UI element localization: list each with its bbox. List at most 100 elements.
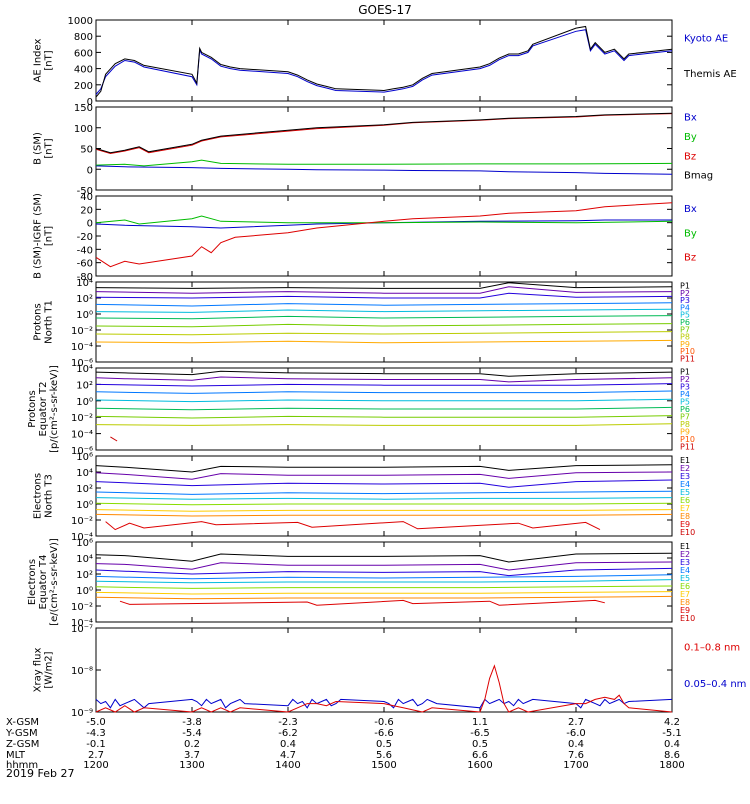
legend-entry: Bz: [684, 151, 696, 162]
series-p4: [95, 390, 673, 394]
x-axis-value: 0.2: [184, 739, 200, 750]
x-axis-value: 5.6: [376, 750, 392, 761]
y-axis-label: Equator T2: [38, 382, 49, 437]
x-axis-value: 8.6: [664, 750, 680, 761]
y-axis-label: [e/(cm²-s-sr-keV)]: [49, 538, 60, 626]
y-tick-label: 10⁻⁹: [71, 708, 93, 719]
legend-entry: E10: [680, 614, 695, 623]
series-p6: [95, 406, 673, 411]
y-tick-label: -80: [77, 272, 93, 283]
y-tick-label: 10²: [76, 484, 93, 495]
legend-entry: E5: [680, 574, 690, 583]
series-e2: [95, 561, 673, 571]
legend-entry: E7: [680, 590, 690, 599]
legend-entry: E4: [680, 480, 690, 489]
legend-entry: By: [684, 228, 697, 239]
x-axis-value: 1.1: [472, 717, 488, 728]
series-p6: [95, 315, 673, 320]
legend-entry: P5: [680, 398, 690, 407]
x-axis-value: 6.6: [472, 750, 488, 761]
x-axis-value: 0.4: [568, 739, 584, 750]
legend-entry: E9: [680, 520, 690, 529]
series-e4: [95, 490, 673, 495]
series-p8: [95, 331, 673, 336]
legend-entry: E2: [680, 550, 690, 559]
series-e6: [95, 585, 673, 589]
series-p8: [95, 423, 673, 426]
series-e5: [95, 579, 673, 584]
legend-entry: E9: [680, 606, 690, 615]
y-tick-label: 10²: [76, 570, 93, 581]
series-bmag: [95, 112, 673, 154]
x-axis-value: -6.5: [470, 728, 490, 739]
y-tick-label: 10⁶: [76, 452, 93, 463]
x-axis-value: -5.1: [662, 728, 682, 739]
y-axis-label: Equator T4: [38, 555, 49, 610]
panel-frame: [95, 281, 673, 363]
x-axis-value: 1800: [659, 760, 684, 771]
series-e3: [95, 567, 673, 577]
legend-entry: P1: [680, 282, 690, 291]
series-p7: [95, 415, 673, 419]
panel-e_t4: 10⁻⁴ 10⁻² 10⁰ 10² 10⁴ 10⁶ Electrons Equator T4[…: [27, 538, 695, 629]
series-by: [95, 215, 673, 225]
series-p4: [95, 302, 673, 307]
x-axis-value: -0.6: [374, 717, 394, 728]
x-axis-value: -5.0: [86, 717, 106, 728]
legend-entry: Themis AE: [683, 69, 737, 80]
x-axis-value: 0.5: [376, 739, 392, 750]
x-axis-value: -0.1: [86, 739, 106, 750]
x-axis-value: 1400: [275, 760, 300, 771]
y-axis-label: [nT]: [44, 226, 55, 246]
y-axis-label: Electrons: [33, 473, 44, 519]
panel-p_t2: 10⁻⁶ 10⁻⁴ 10⁻² 10⁰ 10² 10⁴ Protons Equator T2 [p…: [27, 364, 695, 457]
x-axis-value: 4.7: [280, 750, 296, 761]
x-axis-value: 3.7: [184, 750, 200, 761]
x-axis-value: -5.4: [182, 728, 202, 739]
y-tick-label: 10⁰: [76, 586, 93, 597]
y-tick-label: 800: [74, 32, 93, 43]
y-tick-label: 10⁻⁴: [71, 430, 93, 441]
legend-entry: E3: [680, 472, 690, 481]
series-p1: [95, 282, 673, 289]
y-tick-label: 10⁻²: [71, 516, 93, 527]
series-e7: [95, 591, 673, 595]
legend-entry: P5: [680, 311, 690, 320]
legend-entry: 0.05–0.4 nm: [684, 679, 746, 690]
series-kyoto-ae: [95, 29, 673, 95]
y-tick-label: 10⁻⁸: [71, 666, 93, 677]
series-p5: [95, 398, 673, 403]
legend-entry: E1: [680, 542, 690, 551]
legend-entry: P11: [680, 354, 695, 363]
x-axis-row-label: Y-GSM: [5, 728, 38, 739]
plot-title: GOES-17: [358, 3, 412, 17]
series-e2: [95, 471, 673, 480]
y-tick-label: 400: [74, 65, 93, 76]
legend-entry: P4: [680, 390, 690, 399]
x-axis-value: 0.5: [472, 739, 488, 750]
panel-p_t1: 10⁻⁶ 10⁻⁴ 10⁻² 10⁰ 10² 10⁴ Protons North T1 P1P2…: [33, 278, 696, 369]
legend-entry: P10: [680, 347, 695, 356]
series-e8: [95, 595, 673, 600]
x-axis-value: 1200: [83, 760, 108, 771]
series-e8: [95, 513, 673, 517]
y-tick-label: 200: [74, 81, 93, 92]
legend-entry: P6: [680, 318, 690, 327]
panel-frame: [95, 106, 673, 191]
panel-xray: 10⁻⁹ 10⁻⁸ 10⁻⁷ Xray flux [W/m2] 0.1–0.8 nm 0.0…: [33, 624, 747, 719]
y-axis-label: B (SM): [33, 132, 44, 165]
panel-ae: 0 200 400 600 800 1000 AE Index [nT] Kyoto AE The…: [33, 16, 737, 108]
legend-entry: P9: [680, 340, 690, 349]
y-axis-label: [nT]: [44, 50, 55, 70]
panel-bsm: -50 0 50 100 150 B (SM) [nT] Bx By Bz Bmag: [33, 103, 714, 197]
y-tick-label: 10⁻⁴: [71, 342, 93, 353]
legend-entry: E1: [680, 456, 690, 465]
series-e1: [95, 464, 673, 473]
series-p7: [95, 323, 673, 328]
legend-entry: P8: [680, 420, 690, 429]
y-tick-label: 150: [74, 103, 93, 114]
legend-entry: Bx: [684, 113, 697, 124]
x-axis-value: -6.2: [278, 728, 298, 739]
